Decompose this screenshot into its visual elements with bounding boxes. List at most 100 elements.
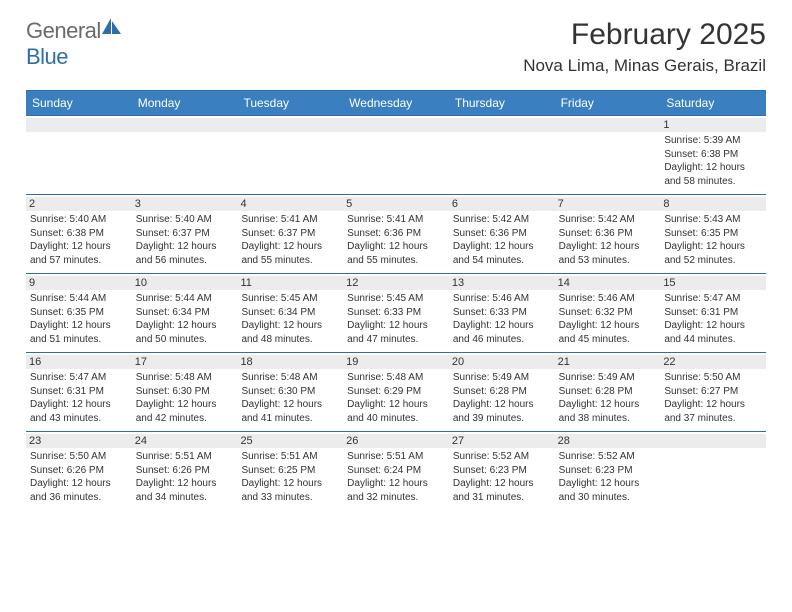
sun-info-line: Sunrise: 5:40 AM [136,213,234,227]
sun-info-line: Sunset: 6:35 PM [664,227,762,241]
sun-info-line: Daylight: 12 hours [136,240,234,254]
sun-info-line: Sunset: 6:32 PM [559,306,657,320]
sun-info-line: Sunset: 6:23 PM [559,464,657,478]
sun-info-line: Sunrise: 5:46 AM [559,292,657,306]
day-number [555,118,661,132]
sun-info-line: Sunrise: 5:45 AM [241,292,339,306]
sun-info-line: Daylight: 12 hours [347,477,445,491]
weekday-header: Friday [555,91,661,115]
sun-info-line: Sunrise: 5:48 AM [136,371,234,385]
weekday-header: Wednesday [343,91,449,115]
calendar-week-row: 1Sunrise: 5:39 AMSunset: 6:38 PMDaylight… [26,115,766,194]
day-number [660,434,766,448]
sun-info-line: Sunrise: 5:49 AM [453,371,551,385]
day-number: 9 [26,276,132,290]
sun-info-line: Daylight: 12 hours [241,477,339,491]
day-number: 7 [555,197,661,211]
sun-info-line: and 48 minutes. [241,333,339,347]
day-number [26,118,132,132]
sun-info-line: and 44 minutes. [664,333,762,347]
day-number [132,118,238,132]
sun-info-line: Sunset: 6:35 PM [30,306,128,320]
sun-info-line: Sunrise: 5:39 AM [664,134,762,148]
sun-info-line: Sunset: 6:27 PM [664,385,762,399]
day-number: 16 [26,355,132,369]
sun-info-line: Sunset: 6:29 PM [347,385,445,399]
sun-info-line: Daylight: 12 hours [347,398,445,412]
sun-info-line: and 42 minutes. [136,412,234,426]
calendar-week-row: 9Sunrise: 5:44 AMSunset: 6:35 PMDaylight… [26,273,766,352]
sun-info-line: Sunrise: 5:50 AM [30,450,128,464]
sun-info-line: Sunset: 6:25 PM [241,464,339,478]
day-number: 13 [449,276,555,290]
calendar-day-cell: 16Sunrise: 5:47 AMSunset: 6:31 PMDayligh… [26,353,132,431]
calendar-day-cell: 1Sunrise: 5:39 AMSunset: 6:38 PMDaylight… [660,116,766,194]
calendar-day-cell [237,116,343,194]
sun-info-line: Daylight: 12 hours [30,319,128,333]
sun-info-line: and 58 minutes. [664,175,762,189]
sun-info-line: Sunset: 6:26 PM [136,464,234,478]
calendar-day-cell: 12Sunrise: 5:45 AMSunset: 6:33 PMDayligh… [343,274,449,352]
sun-info-line: Sunset: 6:26 PM [30,464,128,478]
calendar-week-row: 16 Sunrise: 5:47 AMSunset: 6:31 PM Dayligh… [26,352,766,431]
weekday-header: Monday [132,91,238,115]
sun-info-line: and 45 minutes. [559,333,657,347]
sun-info-line: Daylight: 12 hours [241,240,339,254]
sun-info-line: Sunset: 6:37 PM [136,227,234,241]
calendar-day-cell: 20Sunrise: 5:49 AMSunset: 6:28 PMDayligh… [449,353,555,431]
page-header: General Blue February 2025 Nova Lima, Mi… [0,0,792,82]
sun-info-line: Sunset: 6:33 PM [347,306,445,320]
day-number: 27 [449,434,555,448]
sun-info-line: Sunrise: 5:45 AM [347,292,445,306]
sun-info-line: Sunset: 6:36 PM [453,227,551,241]
calendar-day-cell: 9Sunrise: 5:44 AMSunset: 6:35 PMDaylight… [26,274,132,352]
sun-info-line: Sunrise: 5:48 AM [347,371,445,385]
sun-info-line: and 38 minutes. [559,412,657,426]
calendar-day-cell: 8Sunrise: 5:43 AMSunset: 6:35 PMDaylight… [660,195,766,273]
calendar-grid: Sunday Monday Tuesday Wednesday Thursday… [26,90,766,510]
day-number: 11 [237,276,343,290]
sun-info-line: Sunrise: 5:51 AM [241,450,339,464]
day-number: 4 [237,197,343,211]
sun-info-line: Sunrise: 5:52 AM [559,450,657,464]
sun-info-line: Sunrise: 5:41 AM [347,213,445,227]
sun-info-line: Sunrise: 5:51 AM [136,450,234,464]
sun-info-line: Sunset: 6:31 PM [30,385,128,399]
sun-info-line: and 54 minutes. [453,254,551,268]
sun-info-line: Sunset: 6:37 PM [241,227,339,241]
day-number: 10 [132,276,238,290]
sun-info-line: and 31 minutes. [453,491,551,505]
sun-info-line: Sunrise: 5:43 AM [664,213,762,227]
calendar-day-cell: 3Sunrise: 5:40 AMSunset: 6:37 PMDaylight… [132,195,238,273]
sun-info-line: Daylight: 12 hours [559,398,657,412]
calendar-day-cell: 24Sunrise: 5:51 AMSunset: 6:26 PMDayligh… [132,432,238,510]
sun-info-line: Sunrise: 5:51 AM [347,450,445,464]
calendar-day-cell: 10Sunrise: 5:44 AMSunset: 6:34 PMDayligh… [132,274,238,352]
sun-info-line: Daylight: 12 hours [559,477,657,491]
sun-info-line: Daylight: 12 hours [453,319,551,333]
calendar-day-cell: 11Sunrise: 5:45 AMSunset: 6:34 PMDayligh… [237,274,343,352]
day-number: 24 [132,434,238,448]
sun-info-line: Sunset: 6:30 PM [136,385,234,399]
sun-info-line: Sunset: 6:24 PM [347,464,445,478]
sun-info-line: Daylight: 12 hours [136,398,234,412]
sun-info-line: and 41 minutes. [241,412,339,426]
calendar-day-cell [26,116,132,194]
sun-info-line: and 50 minutes. [136,333,234,347]
sun-info-line: Sunrise: 5:42 AM [453,213,551,227]
calendar-day-cell: 14Sunrise: 5:46 AMSunset: 6:32 PMDayligh… [555,274,661,352]
day-number [449,118,555,132]
calendar-day-cell: 5Sunrise: 5:41 AMSunset: 6:36 PMDaylight… [343,195,449,273]
calendar-day-cell: 28Sunrise: 5:52 AMSunset: 6:23 PMDayligh… [555,432,661,510]
calendar-day-cell: 19Sunrise: 5:48 AMSunset: 6:29 PMDayligh… [343,353,449,431]
sun-info-line: Sunrise: 5:47 AM [30,371,128,385]
sun-info-line: Sunset: 6:36 PM [559,227,657,241]
day-number: 18 [237,355,343,369]
day-number [343,118,449,132]
calendar-day-cell [132,116,238,194]
sun-info-line: Sunset: 6:23 PM [453,464,551,478]
calendar-day-cell: 25Sunrise: 5:51 AMSunset: 6:25 PMDayligh… [237,432,343,510]
sun-info-line: and 52 minutes. [664,254,762,268]
weekday-header: Thursday [449,91,555,115]
day-number: 12 [343,276,449,290]
